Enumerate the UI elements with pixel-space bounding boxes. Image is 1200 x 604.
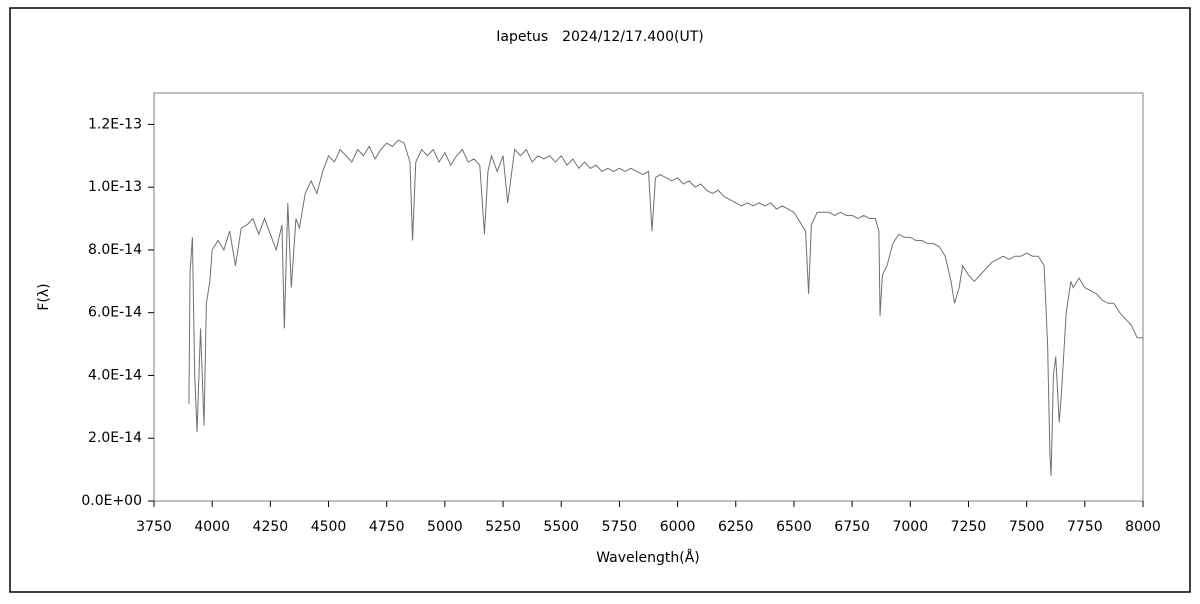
spectrum-line <box>188 139 1143 476</box>
x-tick-label: 7500 <box>1009 519 1045 535</box>
x-tick-label: 3750 <box>136 519 172 535</box>
x-tick-label: 8000 <box>1125 519 1161 535</box>
x-tick-label: 6750 <box>834 519 870 535</box>
x-tick-label: 7000 <box>892 519 928 535</box>
y-axis-label: F(λ) <box>36 283 52 310</box>
x-tick-label: 7750 <box>1067 519 1103 535</box>
y-tick-label: 4.0E-14 <box>88 367 142 383</box>
x-tick-label: 5500 <box>543 519 579 535</box>
x-tick-label: 5000 <box>427 519 463 535</box>
x-tick-label: 6500 <box>776 519 812 535</box>
y-tick-label: 1.2E-13 <box>88 116 142 132</box>
x-tick-label: 6250 <box>718 519 754 535</box>
y-tick-label: 2.0E-14 <box>88 430 142 446</box>
x-tick-label: 4000 <box>194 519 230 535</box>
plot-area <box>153 92 1144 502</box>
x-tick-label: 5250 <box>485 519 521 535</box>
x-tick-label: 4250 <box>253 519 289 535</box>
y-tick-label: 6.0E-14 <box>88 305 142 321</box>
x-axis-label: Wavelength(Å) <box>596 549 700 566</box>
y-tick-label: 8.0E-14 <box>88 242 142 258</box>
x-tick-label: 5750 <box>602 519 638 535</box>
y-tick-label: 1.0E-13 <box>88 179 142 195</box>
x-tick-label: 4500 <box>311 519 347 535</box>
chart-title: Iapetus 2024/12/17.400(UT) <box>496 29 703 45</box>
x-tick-label: 6000 <box>660 519 696 535</box>
y-tick-label: 0.0E+00 <box>81 493 142 509</box>
x-tick-label: 7250 <box>951 519 987 535</box>
x-tick-label: 4750 <box>369 519 405 535</box>
